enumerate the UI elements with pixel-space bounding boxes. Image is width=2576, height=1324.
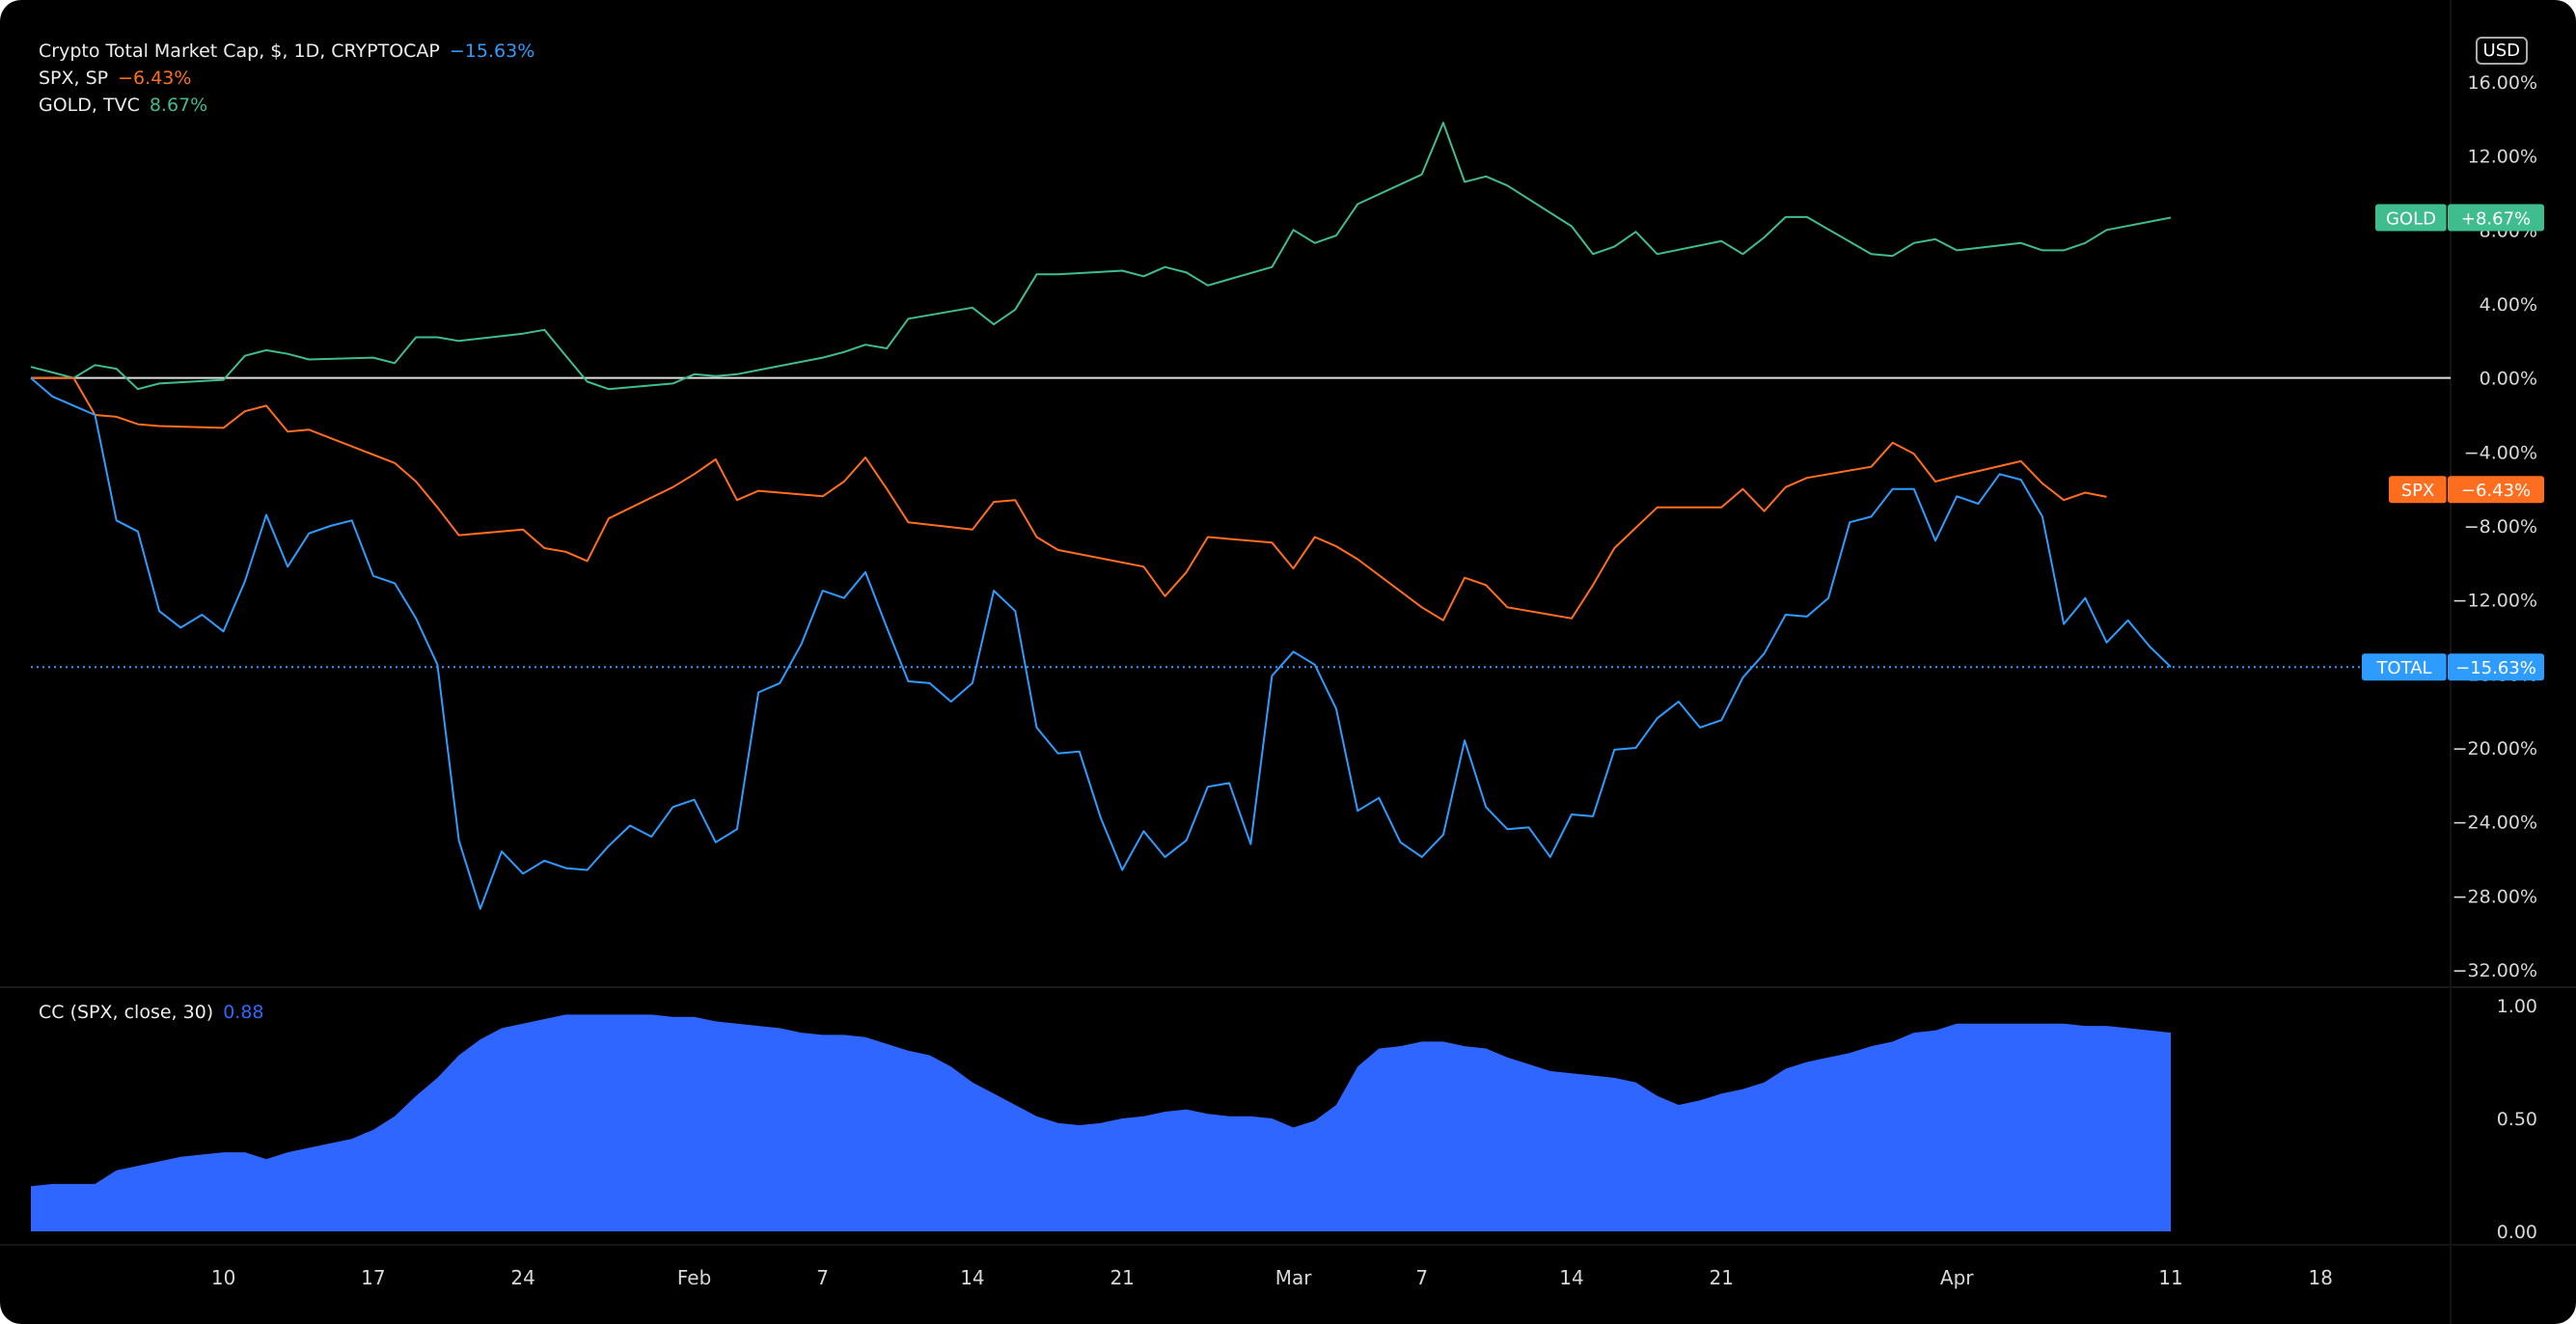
total-price-tag-name: TOTAL [2375,658,2431,678]
total-price-tag-value-box [2448,653,2544,681]
legend-gold[interactable]: GOLD, TVC 8.67% [39,95,207,116]
y-tick-label: 0.00% [2480,369,2537,390]
x-tick-label: Mar [1275,1266,1313,1289]
total-line [30,376,2172,910]
spx-price-tag-value: −6.43% [2461,481,2531,501]
total-price-tag-name-box [2362,653,2447,681]
legend-gold-value: 8.67% [149,95,208,116]
gold-price-tag-name-box [2375,204,2447,232]
y-tick-label: −12.00% [2453,591,2537,612]
x-tick-label: 11 [2158,1266,2182,1289]
legend-cc[interactable]: CC (SPX, close, 30) 0.88 [39,1002,264,1023]
legend-gold-name: GOLD, TVC [39,95,140,116]
spx-price-tag-name-box [2389,476,2447,504]
spx-price-tag-name: SPX [2401,481,2435,501]
y-tick-label: −32.00% [2453,960,2537,981]
total-price-tag[interactable]: TOTAL −15.63% [2362,653,2544,681]
legend-spx-name: SPX, SP [39,68,109,89]
x-tick-label: 21 [1110,1266,1134,1289]
y-tick-label: 12.00% [2468,147,2537,168]
x-tick-label: 14 [960,1266,984,1289]
y-tick-label: 16.00% [2468,72,2537,94]
y-tick-label: 4.00% [2480,294,2537,316]
x-tick-label: 14 [1559,1266,1583,1289]
cc-area [31,1014,2171,1231]
spx-price-tag-value-box [2448,476,2544,504]
y-tick-label: −20.00% [2453,738,2537,759]
y-tick-label: −24.00% [2453,813,2537,834]
legend-spx[interactable]: SPX, SP −6.43% [39,68,191,89]
gold-price-tag[interactable]: GOLD +8.67% [2375,204,2544,232]
spx-price-tag[interactable]: SPX −6.43% [2389,476,2544,504]
cc-y-tick-label: 1.00 [2497,996,2537,1017]
legend-total[interactable]: Crypto Total Market Cap, $, 1D, CRYPTOCA… [39,41,534,62]
x-tick-label: 18 [2309,1266,2333,1289]
gold-price-tag-name: GOLD [2386,208,2436,229]
cc-y-tick-label: 0.00 [2497,1222,2537,1243]
legend-spx-value: −6.43% [118,68,192,89]
x-tick-label: Apr [1940,1266,1974,1289]
legend-cc-value: 0.88 [223,1002,264,1023]
gold-price-tag-value: +8.67% [2461,208,2531,229]
spx-line [31,376,2107,621]
y-tick-label: −8.00% [2464,516,2537,538]
cc-y-tick-label: 0.50 [2497,1109,2537,1130]
legend-cc-name: CC (SPX, close, 30) [39,1002,214,1023]
x-tick-label: 24 [510,1266,534,1289]
total-price-tag-value: −15.63% [2455,658,2536,678]
legend-total-name: Crypto Total Market Cap, $, 1D, CRYPTOCA… [39,41,440,62]
y-tick-label: −4.00% [2464,442,2537,463]
gold-line [30,122,2172,391]
x-tick-label: 10 [211,1266,235,1289]
gold-price-tag-value-box [2448,204,2544,232]
x-tick-label: 7 [1415,1266,1428,1289]
x-tick-label: 7 [816,1266,829,1289]
x-tick-label: 21 [1709,1266,1733,1289]
x-tick-label: 17 [361,1266,385,1289]
currency-button[interactable]: USD [2475,37,2528,65]
legend-total-value: −15.63% [449,41,535,62]
y-tick-label: −28.00% [2453,886,2537,907]
x-tick-label: Feb [677,1266,711,1289]
